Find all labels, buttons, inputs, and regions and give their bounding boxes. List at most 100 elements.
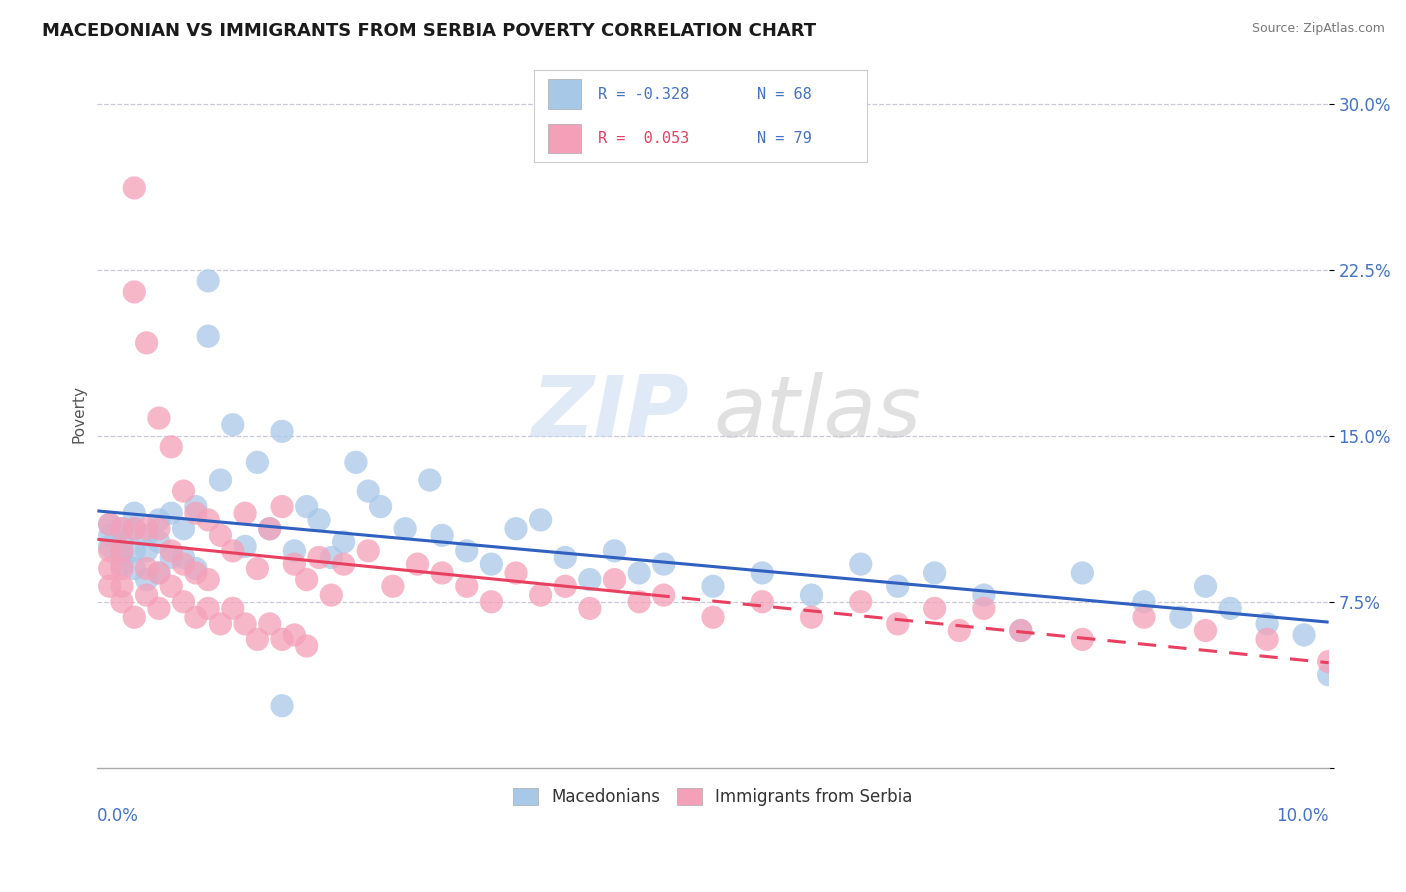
- Point: [283, 544, 305, 558]
- Point: [505, 566, 527, 580]
- Point: [184, 561, 207, 575]
- Point: [233, 540, 256, 554]
- Legend: Macedonians, Immigrants from Serbia: Macedonians, Immigrants from Serbia: [506, 781, 920, 813]
- Point: [308, 513, 330, 527]
- Point: [1317, 667, 1340, 681]
- Point: [259, 616, 281, 631]
- Point: [148, 535, 170, 549]
- Point: [160, 440, 183, 454]
- Point: [1317, 655, 1340, 669]
- Point: [1256, 632, 1278, 647]
- Point: [111, 595, 134, 609]
- Point: [98, 517, 121, 532]
- Point: [98, 517, 121, 532]
- Point: [430, 528, 453, 542]
- Point: [430, 566, 453, 580]
- Point: [652, 588, 675, 602]
- Point: [628, 595, 651, 609]
- Point: [924, 566, 946, 580]
- Point: [222, 417, 245, 432]
- Point: [628, 566, 651, 580]
- Point: [849, 595, 872, 609]
- Point: [246, 561, 269, 575]
- Point: [135, 528, 157, 542]
- Point: [173, 550, 195, 565]
- Point: [173, 557, 195, 571]
- Point: [135, 335, 157, 350]
- Point: [135, 544, 157, 558]
- Point: [124, 506, 146, 520]
- Point: [271, 632, 294, 647]
- Point: [308, 550, 330, 565]
- Text: 0.0%: 0.0%: [97, 806, 139, 824]
- Point: [148, 566, 170, 580]
- Point: [1010, 624, 1032, 638]
- Point: [160, 544, 183, 558]
- Point: [148, 513, 170, 527]
- Point: [419, 473, 441, 487]
- Point: [1071, 566, 1094, 580]
- Point: [1194, 579, 1216, 593]
- Point: [344, 455, 367, 469]
- Point: [233, 616, 256, 631]
- Text: 10.0%: 10.0%: [1277, 806, 1329, 824]
- Point: [505, 522, 527, 536]
- Point: [1256, 616, 1278, 631]
- Point: [197, 573, 219, 587]
- Point: [886, 616, 908, 631]
- Point: [197, 329, 219, 343]
- Point: [135, 573, 157, 587]
- Point: [124, 285, 146, 299]
- Point: [173, 522, 195, 536]
- Point: [800, 588, 823, 602]
- Point: [321, 550, 343, 565]
- Point: [973, 601, 995, 615]
- Point: [148, 411, 170, 425]
- Point: [124, 522, 146, 536]
- Point: [554, 579, 576, 593]
- Point: [222, 544, 245, 558]
- Point: [1010, 624, 1032, 638]
- Point: [370, 500, 392, 514]
- Point: [259, 522, 281, 536]
- Point: [111, 535, 134, 549]
- Text: atlas: atlas: [713, 372, 921, 455]
- Point: [1133, 610, 1156, 624]
- Point: [148, 601, 170, 615]
- Point: [271, 425, 294, 439]
- Point: [751, 595, 773, 609]
- Point: [209, 473, 232, 487]
- Point: [111, 544, 134, 558]
- Point: [124, 181, 146, 195]
- Point: [173, 595, 195, 609]
- Point: [924, 601, 946, 615]
- Point: [702, 579, 724, 593]
- Point: [98, 544, 121, 558]
- Point: [530, 513, 553, 527]
- Point: [603, 544, 626, 558]
- Point: [1292, 628, 1315, 642]
- Point: [124, 610, 146, 624]
- Point: [849, 557, 872, 571]
- Point: [886, 579, 908, 593]
- Point: [603, 573, 626, 587]
- Point: [332, 535, 354, 549]
- Point: [111, 522, 134, 536]
- Point: [184, 506, 207, 520]
- Point: [357, 544, 380, 558]
- Point: [357, 484, 380, 499]
- Point: [554, 550, 576, 565]
- Point: [381, 579, 404, 593]
- Point: [259, 522, 281, 536]
- Point: [271, 500, 294, 514]
- Point: [148, 522, 170, 536]
- Point: [579, 601, 602, 615]
- Point: [295, 500, 318, 514]
- Point: [98, 579, 121, 593]
- Point: [456, 579, 478, 593]
- Point: [124, 561, 146, 575]
- Point: [197, 274, 219, 288]
- Point: [98, 540, 121, 554]
- Point: [222, 601, 245, 615]
- Point: [479, 557, 502, 571]
